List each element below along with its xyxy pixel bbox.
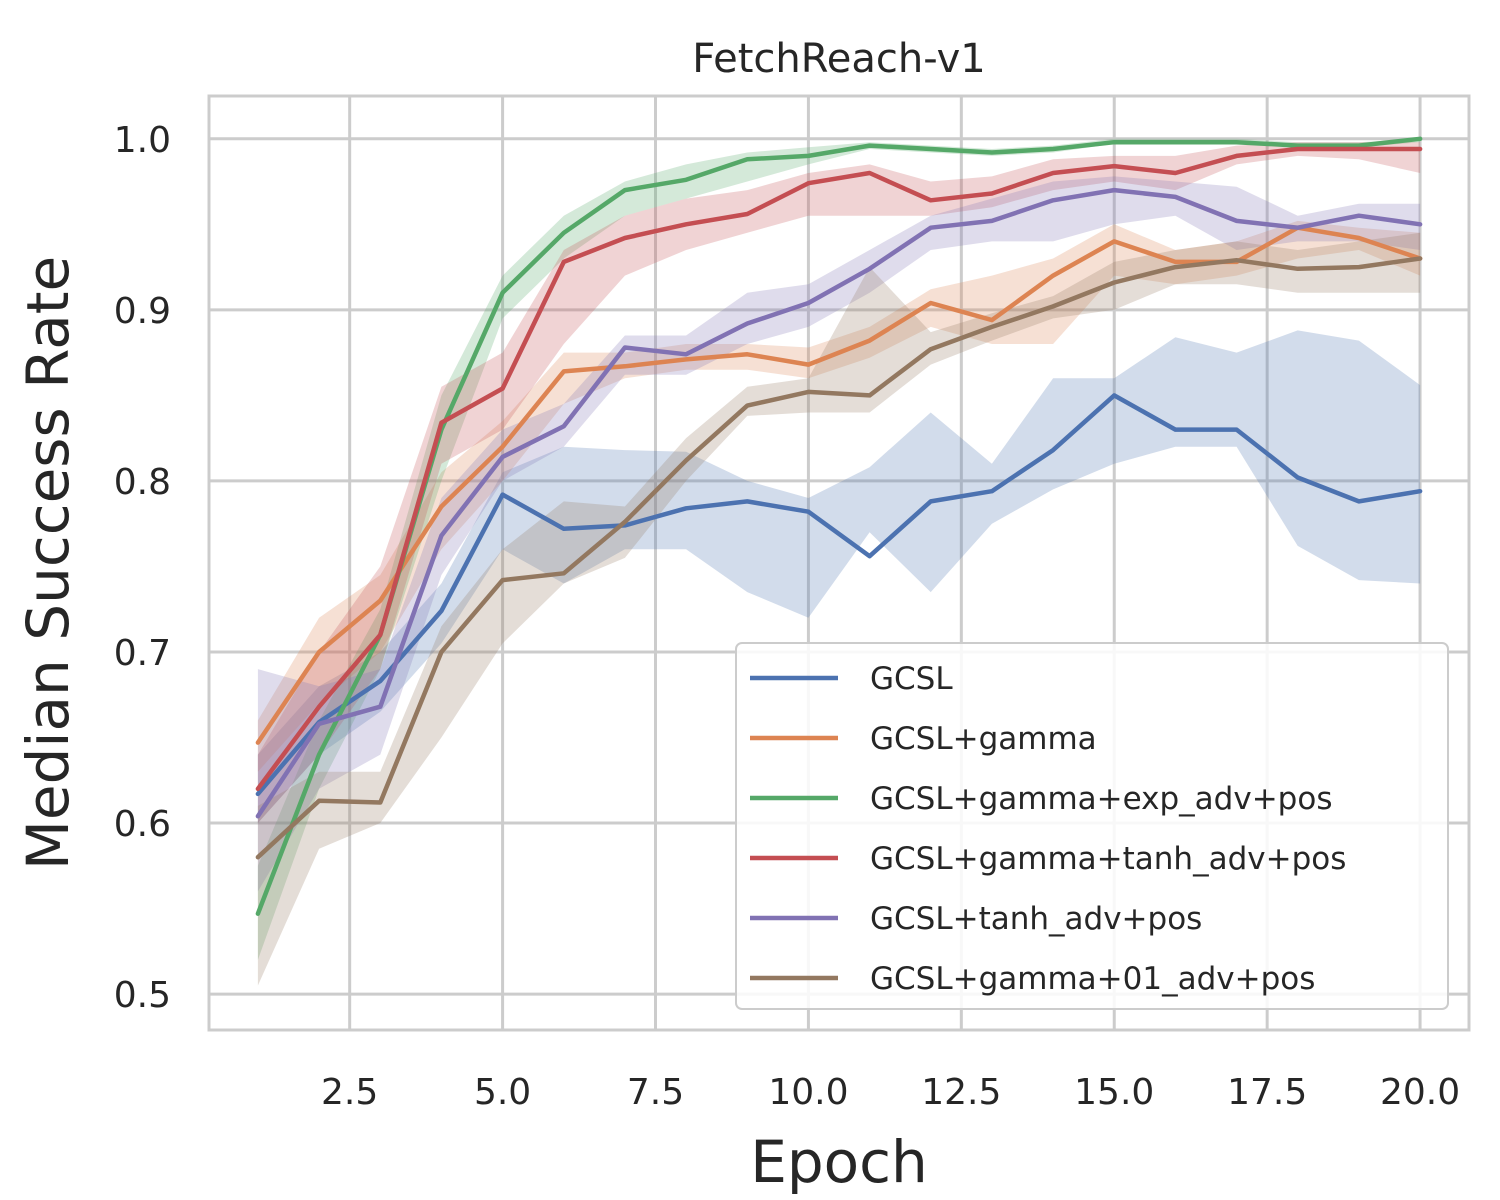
x-tick-label: 5.0: [474, 1072, 531, 1113]
series-line: [255, 187, 1423, 819]
legend-label: GCSL+gamma+01_adv+pos: [870, 961, 1315, 997]
series-band: [257, 330, 1421, 823]
legend-label: GCSL+tanh_adv+pos: [870, 901, 1202, 937]
x-tick-label: 15.0: [1074, 1072, 1154, 1113]
series-line: [255, 136, 1423, 916]
x-axis-title: Epoch: [750, 1128, 928, 1196]
legend-box: [735, 642, 1449, 1010]
y-tick-label: 0.9: [114, 291, 171, 332]
chart-title: FetchReach-v1: [692, 36, 985, 82]
x-tick-label: 7.5: [627, 1072, 684, 1113]
series-line: [255, 393, 1423, 797]
series-band: [257, 142, 1421, 823]
y-tick-label: 0.6: [114, 804, 171, 845]
legend: GCSL GCSL+gamma GCSL+gamma+exp_adv+pos GCSL…: [735, 642, 1449, 1010]
x-tick-label: 2.5: [321, 1072, 378, 1113]
legend-label: GCSL+gamma+exp_adv+pos: [870, 781, 1332, 817]
y-tick-label: 1.0: [114, 120, 171, 161]
series-line: [255, 256, 1423, 860]
y-tick-label: 0.7: [114, 633, 171, 674]
series-band: [257, 232, 1421, 986]
plot-frame: [207, 94, 1471, 1032]
x-tick-label: 10.0: [768, 1072, 848, 1113]
x-tick-label: 12.5: [921, 1072, 1001, 1113]
confidence-bands: [257, 138, 1421, 986]
series-line: [255, 146, 1423, 792]
y-tick-label: 0.8: [114, 462, 171, 503]
legend-label: GCSL: [870, 661, 953, 697]
y-axis-title: Median Success Rate: [14, 256, 82, 870]
x-tick-label: 20.0: [1380, 1072, 1460, 1113]
legend-label: GCSL+gamma: [870, 721, 1097, 757]
series-lines: [255, 136, 1423, 916]
y-tick-label: 0.5: [114, 975, 171, 1016]
tick-labels: 2.5 5.0 7.5 10.0 12.5 15.0 17.5 20.0 0.5 0.6 0.7 0.…: [114, 120, 1460, 1113]
legend-label: GCSL+gamma+tanh_adv+pos: [870, 841, 1346, 877]
x-tick-label: 17.5: [1227, 1072, 1307, 1113]
